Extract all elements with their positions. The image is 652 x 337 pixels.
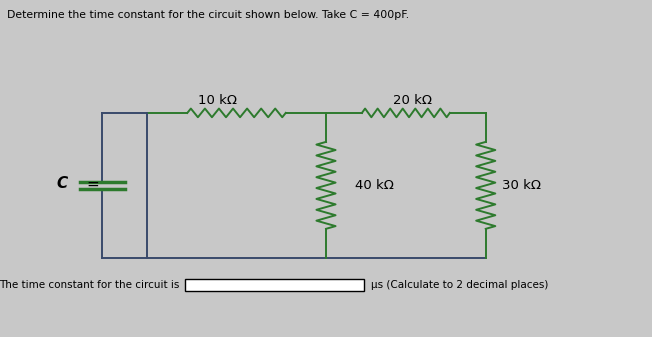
Text: Determine the time constant for the circuit shown below. Take C = 400pF.: Determine the time constant for the circ… [7, 10, 409, 20]
Text: 20 kΩ: 20 kΩ [393, 94, 432, 107]
Text: μs (Calculate to 2 decimal places): μs (Calculate to 2 decimal places) [371, 280, 548, 290]
Text: 40 kΩ: 40 kΩ [355, 179, 394, 192]
Text: 30 kΩ: 30 kΩ [502, 179, 541, 192]
Text: 10 kΩ: 10 kΩ [198, 94, 237, 107]
Text: The time constant for the circuit is: The time constant for the circuit is [0, 280, 179, 290]
Text: =: = [87, 176, 99, 191]
Text: C: C [56, 176, 67, 191]
Bar [185, 279, 364, 291]
